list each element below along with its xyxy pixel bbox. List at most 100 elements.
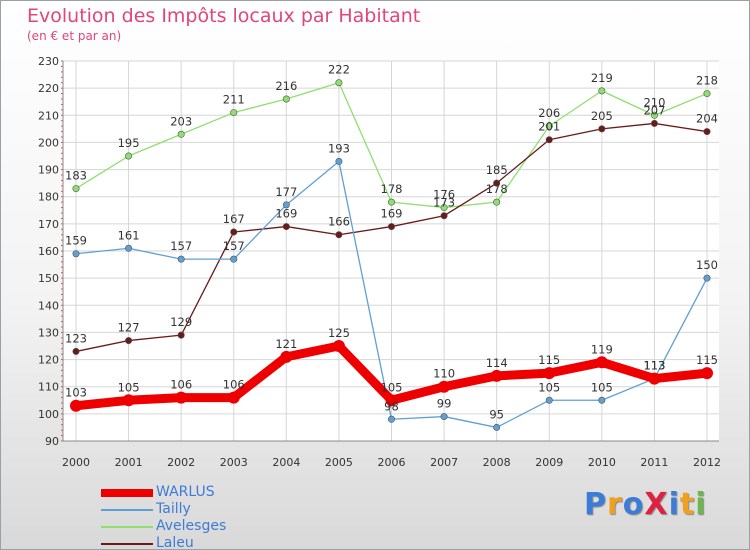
data-point xyxy=(230,109,238,117)
x-tick-label: 2011 xyxy=(640,456,668,469)
data-label: 167 xyxy=(223,212,245,226)
data-point xyxy=(122,394,135,407)
data-point xyxy=(335,157,343,165)
data-label: 161 xyxy=(118,228,140,242)
data-label: 125 xyxy=(328,326,350,340)
data-label: 211 xyxy=(223,93,245,107)
data-label: 210 xyxy=(643,95,665,109)
data-label: 115 xyxy=(696,353,718,367)
data-point xyxy=(703,128,711,136)
y-tick-label: 130 xyxy=(38,326,59,339)
y-tick-label: 190 xyxy=(38,164,59,177)
x-tick-label: 2006 xyxy=(378,456,406,469)
data-point xyxy=(490,369,503,382)
legend-swatch xyxy=(101,509,153,511)
data-label: 205 xyxy=(591,109,613,123)
data-label: 157 xyxy=(170,239,192,253)
data-point xyxy=(335,231,343,239)
data-point xyxy=(438,380,451,393)
data-point xyxy=(598,125,606,133)
data-label: 121 xyxy=(275,337,297,351)
data-point xyxy=(72,347,80,355)
legend-swatch xyxy=(101,543,153,545)
data-label: 206 xyxy=(538,106,560,120)
data-label: 95 xyxy=(489,407,504,421)
data-label: 103 xyxy=(65,386,87,400)
data-point xyxy=(125,244,133,252)
y-tick-label: 180 xyxy=(38,191,59,204)
data-point xyxy=(543,367,556,380)
y-tick-label: 150 xyxy=(38,272,59,285)
y-tick-label: 110 xyxy=(38,381,59,394)
data-point xyxy=(177,255,185,263)
data-label: 176 xyxy=(433,188,455,202)
data-point xyxy=(125,337,133,345)
data-point xyxy=(70,399,82,412)
x-tick-label: 2001 xyxy=(115,456,143,469)
y-tick-label: 140 xyxy=(38,299,59,312)
data-label: 218 xyxy=(696,74,718,88)
data-label: 183 xyxy=(65,169,87,183)
data-label: 222 xyxy=(328,63,350,77)
data-point xyxy=(703,274,711,282)
legend-label: Tailly xyxy=(156,501,191,517)
x-tick-label: 2012 xyxy=(693,456,721,469)
data-label: 207 xyxy=(643,103,665,117)
data-point xyxy=(703,90,711,98)
x-tick-label: 2003 xyxy=(220,456,248,469)
x-tick-label: 2002 xyxy=(167,456,195,469)
data-point xyxy=(440,413,448,421)
data-label: 204 xyxy=(696,112,718,126)
data-label: 201 xyxy=(538,120,560,134)
y-tick-label: 160 xyxy=(38,245,59,258)
data-point xyxy=(387,198,395,206)
legend-label: WARLUS xyxy=(156,484,215,500)
x-tick-label: 2007 xyxy=(430,456,458,469)
data-label: 114 xyxy=(486,356,508,370)
data-point xyxy=(387,415,395,423)
data-point xyxy=(440,204,448,212)
data-point xyxy=(282,201,290,209)
chart-title: Evolution des Impôts locaux par Habitant xyxy=(27,5,421,27)
data-label: 216 xyxy=(275,79,297,93)
data-point xyxy=(230,255,238,263)
data-point xyxy=(701,367,713,380)
data-point xyxy=(332,340,345,352)
data-label: 105 xyxy=(538,380,560,394)
data-label: 105 xyxy=(381,380,403,394)
data-point xyxy=(440,212,448,220)
data-point xyxy=(545,122,553,130)
data-label: 177 xyxy=(275,185,297,199)
y-tick-label: 100 xyxy=(38,408,59,421)
legend-swatch xyxy=(101,489,153,497)
data-label: 105 xyxy=(118,380,140,394)
data-point xyxy=(545,136,553,144)
x-tick-label: 2005 xyxy=(325,456,353,469)
data-point xyxy=(125,152,133,160)
data-label: 203 xyxy=(170,114,192,128)
data-label: 123 xyxy=(65,331,87,345)
data-point xyxy=(177,331,185,339)
data-label: 106 xyxy=(223,378,245,392)
data-point xyxy=(598,396,606,404)
data-label: 150 xyxy=(696,258,718,272)
data-label: 169 xyxy=(275,207,297,221)
y-tick-label: 200 xyxy=(38,136,59,149)
data-label: 99 xyxy=(437,397,452,411)
legend-label: Avelesges xyxy=(156,518,227,534)
y-tick-label: 210 xyxy=(38,109,59,122)
x-tick-label: 2009 xyxy=(535,456,563,469)
data-label: 193 xyxy=(328,141,350,155)
data-point xyxy=(648,372,661,385)
data-point xyxy=(230,228,238,236)
data-point xyxy=(385,394,398,407)
data-label: 106 xyxy=(170,378,192,392)
data-label: 157 xyxy=(223,239,245,253)
data-point xyxy=(227,391,240,404)
data-label: 105 xyxy=(591,380,613,394)
x-tick-label: 2008 xyxy=(483,456,511,469)
legend-label: Laleu xyxy=(156,535,194,550)
y-tick-label: 90 xyxy=(45,435,59,448)
